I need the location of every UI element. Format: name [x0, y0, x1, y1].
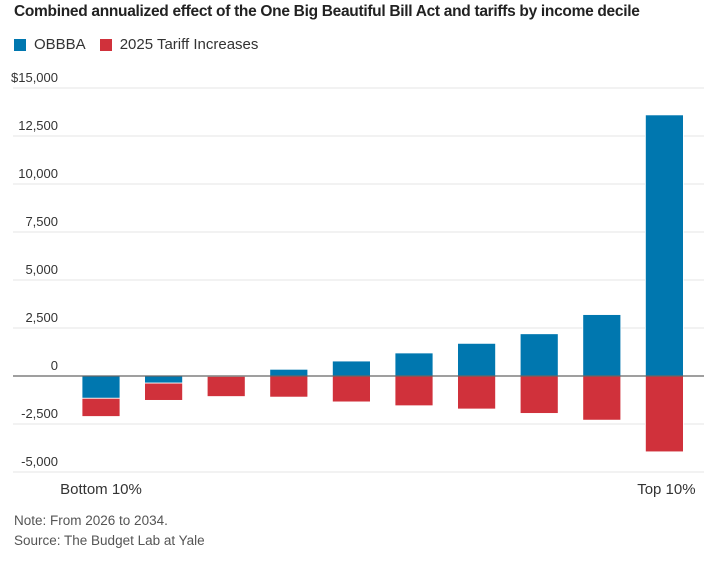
footer-note: Note: From 2026 to 2034.: [14, 513, 168, 528]
bar-tariff-2: [144, 382, 184, 401]
bar-obbba-9: [582, 314, 622, 377]
footer: Note: From 2026 to 2034. Source: The Bud…: [14, 511, 205, 551]
y-axis-labels: $15,000 12,500 10,000 7,500 5,000 2,500 0 -2,50…: [11, 70, 58, 469]
bar-tariff-9: [582, 375, 622, 421]
y-tick-label: $15,000: [11, 70, 58, 85]
legend-label-tariffs: 2025 Tariff Increases: [119, 36, 259, 53]
bar-tariff-6: [394, 375, 434, 407]
legend: OBBBA 2025 Tariff Increases: [14, 36, 272, 53]
legend-swatch-tariffs: [99, 38, 112, 51]
y-tick-label: 10,000: [18, 166, 58, 181]
y-tick-label: -5,000: [21, 454, 58, 469]
gridlines: [13, 87, 704, 473]
bar-tariff-4: [269, 375, 309, 398]
y-tick-label: 7,500: [25, 214, 58, 229]
footer-source: Source: The Budget Lab at Yale: [14, 533, 205, 548]
x-tick-label: Bottom 10%: [60, 481, 142, 498]
bar-obbba-1: [81, 375, 121, 399]
legend-item-tariffs: 2025 Tariff Increases: [99, 36, 259, 53]
y-tick-label: 0: [51, 358, 58, 373]
bar-obbba-8: [519, 333, 559, 377]
chart-plot: $15,000 12,500 10,000 7,500 5,000 2,500 0 -2,50…: [11, 70, 704, 498]
bar-tariff-5: [331, 375, 371, 403]
bar-tariff-8: [519, 375, 559, 414]
legend-label-obbba: OBBBA: [34, 36, 86, 53]
bar-obbba-10: [645, 114, 684, 377]
chart-title: Combined annualized effect of the One Bi…: [14, 3, 640, 20]
bar-tariff-3: [206, 375, 246, 397]
bar-tariff-1: [81, 397, 121, 417]
bar-obbba-5: [331, 360, 371, 377]
bar-obbba-6: [394, 352, 434, 377]
legend-item-obbba: OBBBA: [14, 36, 86, 53]
y-tick-label: 5,000: [25, 262, 58, 277]
bar-obbba-4: [269, 368, 309, 377]
bar-tariff-7: [457, 375, 497, 410]
y-tick-label: -2,500: [21, 406, 58, 421]
legend-swatch-obbba: [14, 38, 26, 51]
x-axis-labels: Bottom 10% Top 10%: [60, 481, 695, 498]
x-tick-label: Top 10%: [637, 481, 695, 498]
bar-obbba-2: [144, 375, 184, 384]
bar-obbba-7: [457, 342, 497, 377]
y-tick-label: 12,500: [18, 118, 58, 133]
bars: [81, 114, 684, 453]
bar-tariff-10: [645, 375, 684, 453]
y-tick-label: 2,500: [25, 310, 58, 325]
